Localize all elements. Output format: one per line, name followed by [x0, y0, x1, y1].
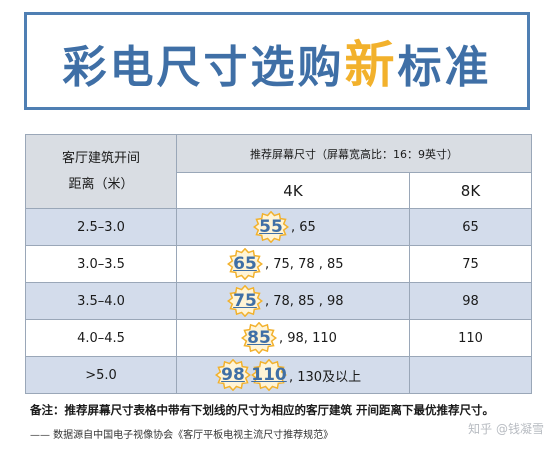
- best-size-value: 55: [259, 217, 283, 237]
- distance-cell: >5.0: [25, 356, 177, 394]
- column-4k: 4K: [176, 172, 410, 209]
- best-size-badge: 110: [251, 359, 287, 391]
- sizes-4k-cell: 65 , 75, 78 , 85: [176, 245, 410, 283]
- sizes-8k-cell: 110: [409, 319, 532, 357]
- column-8k: 8K: [409, 172, 532, 209]
- sizes-8k-cell: 75: [409, 245, 532, 283]
- best-size-value: 75: [233, 291, 257, 311]
- data-source: —— 数据源自中国电子视像协会《客厅平板电视主流尺寸推荐规范》: [30, 430, 334, 441]
- distance-cell: 2.5–3.0: [25, 208, 177, 246]
- table-row: 3.0–3.5 65 , 75, 78 , 85 75: [25, 245, 532, 283]
- starburst-shape: [251, 359, 287, 391]
- best-size-badge: 98: [215, 359, 251, 391]
- best-size-value: 65: [233, 254, 257, 274]
- distance-cell: 3.0–3.5: [25, 245, 177, 283]
- best-size-value: 98: [221, 365, 245, 385]
- sizes-8k-cell: 65: [409, 208, 532, 246]
- distance-cell: 4.0–4.5: [25, 319, 177, 357]
- recommended-size-header: 推荐屏幕尺寸（屏幕宽高比：16：9英寸）: [176, 134, 532, 173]
- best-size-badge: 65: [227, 248, 263, 280]
- distance-header-line2: 距离（米）: [68, 176, 134, 192]
- distance-cell: 3.5–4.0: [25, 282, 177, 320]
- title-banner: 彩电尺寸选购新标准: [24, 12, 530, 110]
- best-size-value: 110: [251, 365, 287, 385]
- distance-header: 客厅建筑开间 距离（米）: [25, 134, 177, 209]
- table-row: 3.5–4.0 75 , 78, 85 , 98 98: [25, 282, 532, 320]
- table-row: 2.5–3.0 55 , 65 65: [25, 208, 532, 246]
- best-size-badge: 55: [253, 211, 289, 243]
- best-size-value: 85: [247, 328, 271, 348]
- starburst-shape: [227, 248, 263, 280]
- footnote: 备注：推荐屏幕尺寸表格中带有下划线的尺寸为相应的客厅建筑 开间距离下最优推荐尺寸…: [30, 403, 494, 417]
- title-part2: 标准: [397, 42, 492, 93]
- title-part1: 彩电尺寸选购: [62, 42, 345, 93]
- table-row: >5.0 98 110 , 130及以上: [25, 356, 532, 394]
- other-sizes: , 78, 85 , 98: [265, 293, 344, 309]
- starburst-shape: [253, 211, 289, 243]
- best-size-badge: 75: [227, 285, 263, 317]
- other-sizes: , 98, 110: [279, 330, 337, 346]
- distance-header-line1: 客厅建筑开间: [61, 150, 140, 166]
- sizes-4k-cell: 85 , 98, 110: [176, 319, 410, 357]
- starburst-shape: [215, 359, 251, 391]
- title-accent: 新: [344, 36, 398, 94]
- other-sizes: , 65: [291, 219, 316, 235]
- table-row: 4.0–4.5 85 , 98, 110 110: [25, 319, 532, 357]
- sizes-4k-cell: 55 , 65: [176, 208, 410, 246]
- sizes-8k-cell: [409, 356, 532, 394]
- starburst-shape: [227, 285, 263, 317]
- sizes-8k-cell: 98: [409, 282, 532, 320]
- other-sizes: , 130及以上: [289, 369, 362, 385]
- page-title: 彩电尺寸选购新标准: [63, 25, 492, 97]
- watermark: 知乎 @钱凝雪: [468, 422, 544, 436]
- other-sizes: , 75, 78 , 85: [265, 256, 344, 272]
- size-table: 客厅建筑开间 距离（米） 推荐屏幕尺寸（屏幕宽高比：16：9英寸） 4K 8K …: [25, 134, 532, 394]
- starburst-shape: [241, 322, 277, 354]
- sizes-4k-cell: 98 110 , 130及以上: [176, 356, 410, 394]
- best-size-badge: 85: [241, 322, 277, 354]
- sizes-4k-cell: 75 , 78, 85 , 98: [176, 282, 410, 320]
